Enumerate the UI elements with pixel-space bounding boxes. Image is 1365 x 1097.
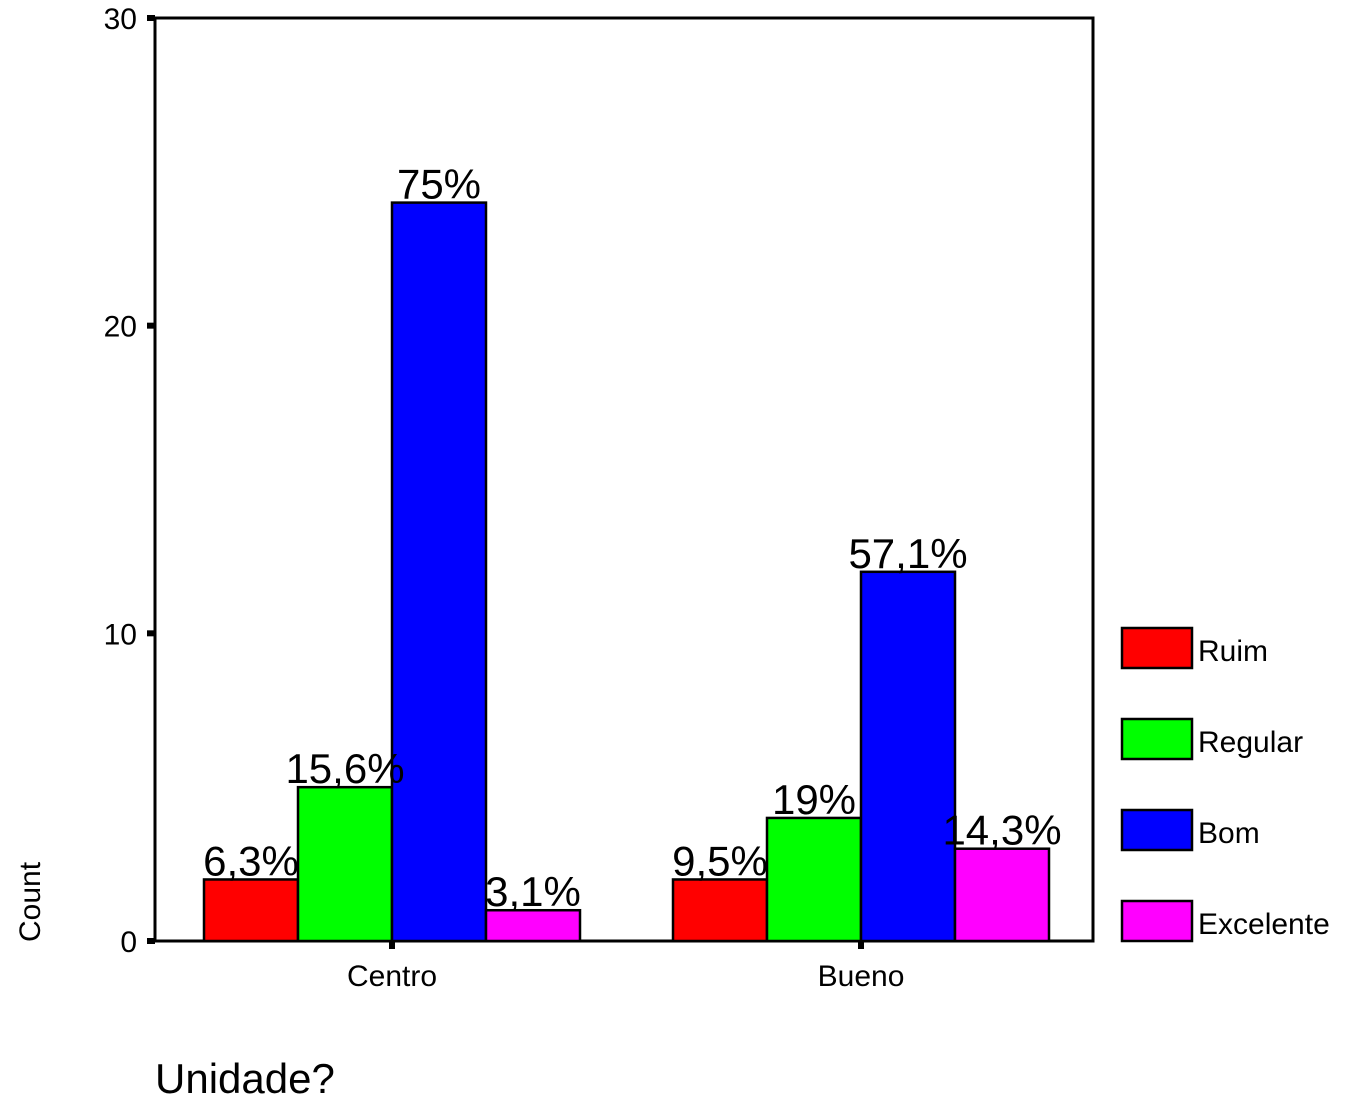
data-label: 15,6%: [285, 745, 404, 792]
data-labels: 6,3% 15,6% 75% 3,1% 9,5%19% 57,1% 14,3%: [203, 161, 1061, 916]
y-tick-label: 30: [104, 3, 137, 36]
legend-swatch: [1120, 899, 1194, 943]
legend: Ruim Regular Bom Excelente: [1120, 626, 1330, 943]
bar: [859, 570, 957, 943]
legend-label: Bom: [1198, 817, 1260, 850]
x-axis-title: Unidade?: [155, 1055, 335, 1097]
y-tick-label: 10: [104, 618, 137, 651]
data-label: 9,5%: [672, 837, 768, 884]
bars: [202, 201, 1051, 943]
plot-frame: [153, 16, 1095, 943]
bar: [202, 878, 300, 943]
legend-label: Regular: [1198, 726, 1303, 759]
x-axis: Centro Bueno: [347, 941, 904, 993]
y-tick-label: 20: [104, 311, 137, 344]
bar: [484, 908, 582, 943]
legend-label: Ruim: [1198, 635, 1268, 668]
legend-swatch: [1120, 808, 1194, 852]
bar: [765, 816, 863, 943]
legend-swatch: [1120, 626, 1194, 670]
bar: [296, 785, 394, 943]
x-tick-label: Centro: [347, 960, 437, 993]
data-label: 57,1%: [848, 530, 967, 577]
data-label: 14,3%: [942, 807, 1061, 854]
data-label: 3,1%: [485, 868, 581, 915]
y-axis-title: Count: [14, 861, 47, 942]
bar: [390, 201, 488, 943]
plot-border: [153, 16, 1095, 943]
data-label: 19%: [772, 776, 856, 823]
data-label: 75%: [397, 161, 481, 208]
bar: [953, 847, 1051, 943]
legend-label: Excelente: [1198, 908, 1330, 941]
x-tick-label: Bueno: [818, 960, 905, 993]
bar: [671, 878, 769, 943]
data-label: 6,3%: [203, 837, 299, 884]
y-axis: 0 10 20 30: [104, 3, 155, 959]
y-tick-label: 0: [120, 926, 137, 959]
legend-swatch: [1120, 717, 1194, 761]
